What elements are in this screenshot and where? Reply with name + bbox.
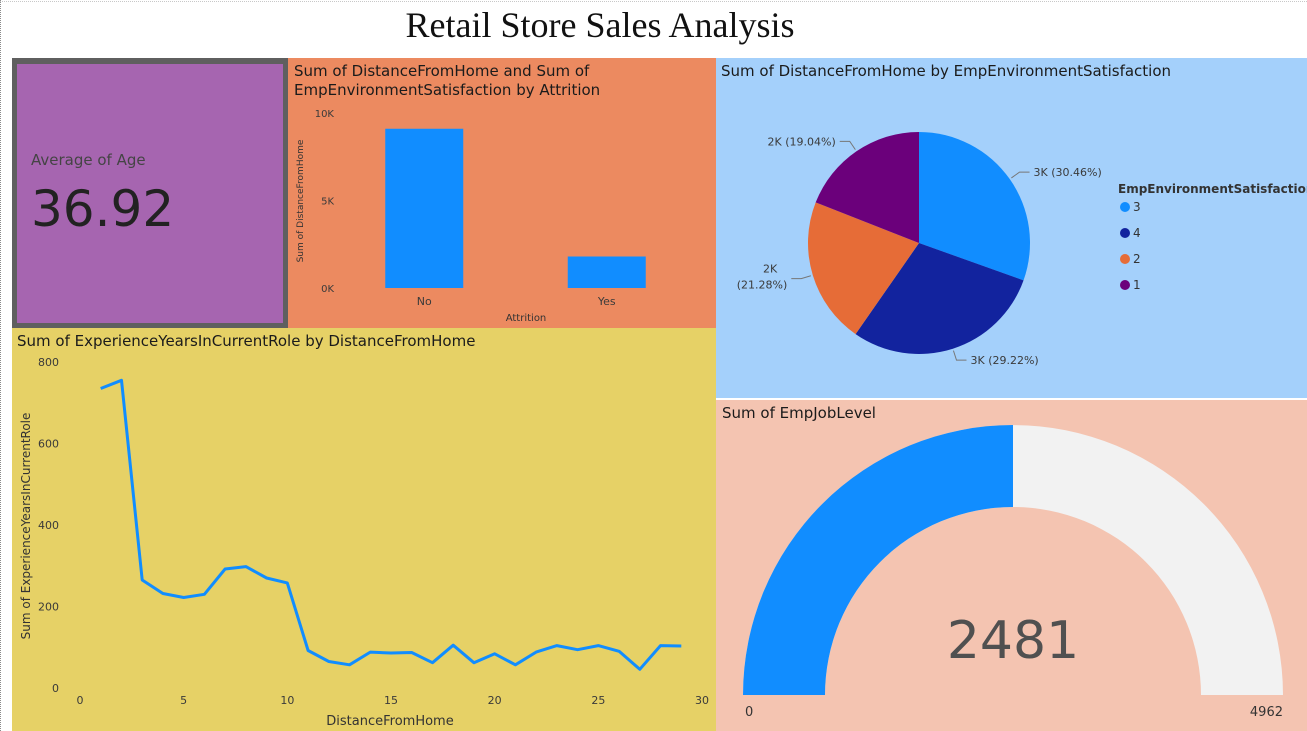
legend-item-3[interactable]: 3 [1133, 200, 1141, 214]
page-left-border [0, 0, 1, 731]
pie-leader-line [791, 275, 811, 280]
legend-item-4[interactable]: 4 [1133, 226, 1141, 240]
bar-x-tick-label: No [417, 295, 432, 308]
line-y-tick-label: 600 [38, 438, 59, 451]
legend-marker-1 [1120, 280, 1130, 290]
line-chart-panel[interactable]: Sum of ExperienceYearsInCurrentRole by D… [12, 328, 716, 731]
bar-no[interactable] [385, 128, 464, 288]
line-x-tick-label: 25 [591, 694, 605, 707]
pie-slice-4[interactable] [855, 243, 1024, 354]
line-x-tick-label: 30 [695, 694, 709, 707]
pie-data-label: 2K [763, 263, 778, 276]
legend-marker-2 [1120, 254, 1130, 264]
pie-slice-2[interactable] [808, 202, 919, 335]
page-top-border [0, 1, 1307, 2]
pie-slice-3[interactable] [919, 132, 1030, 281]
pie-chart-title: Sum of DistanceFromHome by EmpEnvironmen… [721, 62, 1171, 80]
pie-leader-line [839, 140, 856, 150]
bar-chart-title-line-1: Sum of DistanceFromHome and Sum of [294, 62, 590, 80]
pie-slice-1[interactable] [815, 132, 919, 243]
gauge-chart: Sum of EmpJobLevel 2481 0 4962 [722, 404, 1283, 720]
bar-y-tick-label: 5K [321, 197, 334, 208]
line-chart-y-axis-label: Sum of ExperienceYearsInCurrentRole [19, 413, 33, 640]
bar-chart-x-axis-label: Attrition [506, 313, 547, 324]
bar-chart-panel[interactable]: Sum of DistanceFromHome and Sum of EmpEn… [288, 58, 716, 328]
bar-yes[interactable] [567, 256, 646, 289]
gauge-fill [743, 425, 1013, 695]
line-series [100, 378, 682, 671]
bar-y-tick-label: 0K [321, 284, 334, 295]
kpi-label: Average of Age [31, 151, 146, 169]
legend-item-1[interactable]: 1 [1133, 278, 1141, 292]
line-x-tick-label: 5 [180, 694, 187, 707]
line-x-tick-label: 0 [77, 694, 84, 707]
kpi-value: 36.92 [31, 180, 175, 238]
gauge-min-label: 0 [745, 705, 753, 720]
line-y-tick-label: 800 [38, 356, 59, 369]
bar-chart-title-line-2: EmpEnvironmentSatisfaction by Attrition [294, 81, 600, 99]
legend-marker-4 [1120, 228, 1130, 238]
line-y-tick-label: 0 [52, 682, 59, 695]
legend-marker-3 [1120, 202, 1130, 212]
pie-leader-line [1011, 171, 1030, 179]
pie-chart: Sum of DistanceFromHome by EmpEnvironmen… [721, 62, 1307, 367]
gauge-value: 2481 [947, 611, 1079, 671]
gauge-max-label: 4962 [1250, 705, 1283, 720]
bar-chart: Sum of DistanceFromHome and Sum of EmpEn… [294, 62, 646, 324]
gauge-title: Sum of EmpJobLevel [722, 404, 876, 422]
pie-chart-panel[interactable]: Sum of DistanceFromHome by EmpEnvironmen… [716, 58, 1307, 398]
page-title: Retail Store Sales Analysis [405, 5, 795, 45]
bar-chart-y-axis-label: Sum of DistanceFromHome [296, 139, 306, 262]
pie-legend-title: EmpEnvironmentSatisfaction [1118, 182, 1307, 196]
pie-leader-line [952, 350, 967, 361]
line-x-tick-label: 10 [280, 694, 294, 707]
line-x-tick-label: 15 [384, 694, 398, 707]
legend-item-2[interactable]: 2 [1133, 252, 1141, 266]
gauge-panel[interactable]: Sum of EmpJobLevel 2481 0 4962 [716, 400, 1307, 731]
line-y-tick-label: 200 [38, 601, 59, 614]
bar-x-tick-label: Yes [597, 295, 616, 308]
pie-data-label: (21.28%) [737, 279, 788, 292]
line-chart-title: Sum of ExperienceYearsInCurrentRole by D… [17, 332, 475, 350]
pie-data-label: 3K (29.22%) [970, 354, 1038, 367]
pie-data-label: 2K (19.04%) [768, 135, 836, 148]
bar-y-tick-label: 10K [315, 109, 335, 120]
kpi-card-average-age[interactable]: Average of Age 36.92 [17, 64, 283, 323]
line-y-tick-label: 400 [38, 519, 59, 532]
line-chart-x-axis-label: DistanceFromHome [326, 714, 453, 729]
line-chart: Sum of ExperienceYearsInCurrentRole by D… [17, 332, 709, 729]
line-x-tick-label: 20 [488, 694, 502, 707]
pie-data-label: 3K (30.46%) [1034, 166, 1102, 179]
